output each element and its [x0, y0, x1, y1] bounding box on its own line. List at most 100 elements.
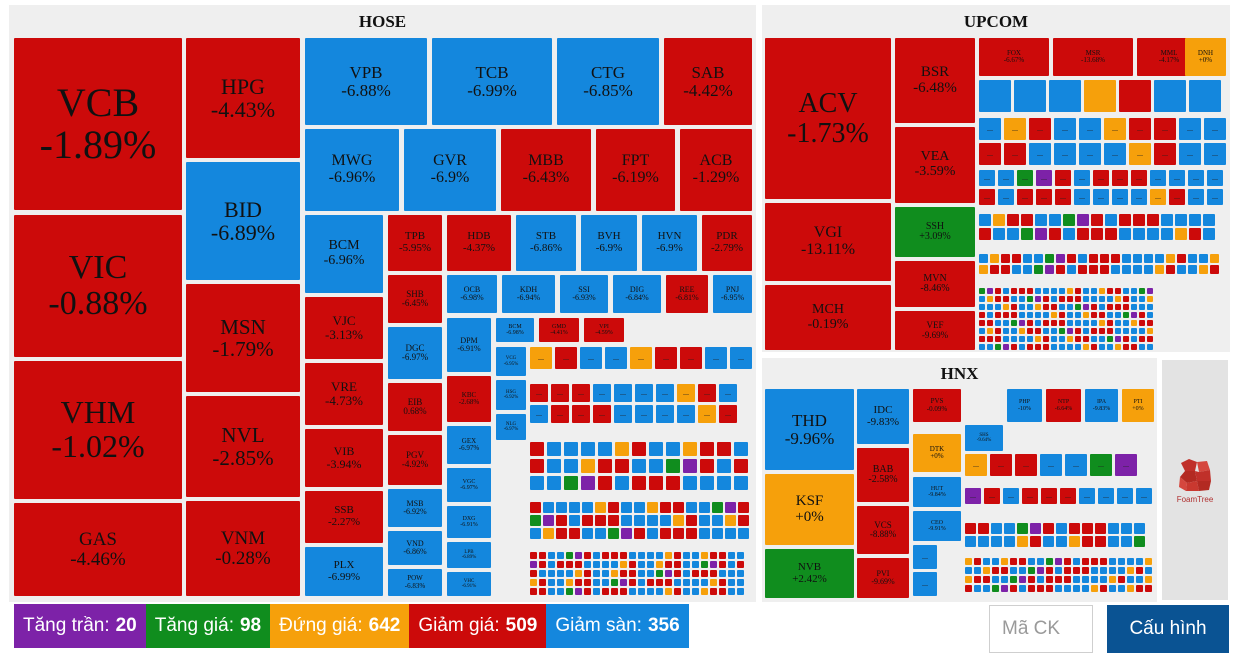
- stock-tile-small[interactable]: [660, 528, 671, 539]
- stock-tile-small[interactable]: ...: [656, 405, 674, 423]
- stock-tile-small[interactable]: [621, 502, 632, 513]
- stock-tile-small[interactable]: [1115, 304, 1121, 310]
- stock-tile-small[interactable]: [683, 552, 690, 559]
- stock-tile-small[interactable]: ...: [655, 347, 677, 369]
- stock-tile-small[interactable]: [995, 312, 1001, 318]
- stock-tile-small[interactable]: [737, 552, 744, 559]
- stock-tile-small[interactable]: [1139, 288, 1145, 294]
- stock-tile-small[interactable]: [1059, 312, 1065, 318]
- stock-tile-small[interactable]: [665, 570, 672, 577]
- stock-tile-small[interactable]: [660, 502, 671, 513]
- stock-tile-small[interactable]: ...: [1055, 189, 1071, 205]
- stock-tile-nvl[interactable]: NVL -2.85%: [186, 396, 300, 497]
- legend-item[interactable]: Giảm giá: 509: [409, 604, 547, 648]
- stock-tile-small[interactable]: ...: [1079, 118, 1101, 140]
- stock-tile-small[interactable]: ...: [1055, 170, 1071, 186]
- stock-tile-vib[interactable]: VIB -3.94%: [305, 429, 383, 487]
- stock-tile-small[interactable]: [979, 328, 985, 334]
- stock-tile-small[interactable]: [974, 567, 981, 574]
- stock-tile-small[interactable]: [692, 552, 699, 559]
- stock-tile-small[interactable]: [656, 561, 663, 568]
- stock-tile-small[interactable]: [1003, 296, 1009, 302]
- stock-tile-small[interactable]: [584, 561, 591, 568]
- stock-tile-small[interactable]: [1051, 336, 1057, 342]
- stock-tile-small[interactable]: [1075, 328, 1081, 334]
- stock-tile-small[interactable]: ...: [605, 347, 627, 369]
- stock-tile-small[interactable]: [1147, 336, 1153, 342]
- stock-tile-small[interactable]: [1004, 536, 1015, 547]
- stock-tile-small[interactable]: [1189, 80, 1221, 112]
- stock-tile-small[interactable]: [1056, 265, 1065, 274]
- stock-tile-small[interactable]: ...: [530, 405, 548, 423]
- stock-tile-small[interactable]: [1091, 558, 1098, 565]
- stock-tile-small[interactable]: [1210, 265, 1219, 274]
- stock-tile-small[interactable]: [1099, 320, 1105, 326]
- stock-tile-small[interactable]: [1145, 576, 1152, 583]
- stock-tile-ssb[interactable]: SSB -2.27%: [305, 491, 383, 543]
- stock-tile-small[interactable]: [1027, 344, 1033, 350]
- stock-tile-small[interactable]: [1030, 523, 1041, 534]
- stock-tile-small[interactable]: [582, 515, 593, 526]
- stock-tile-small[interactable]: [556, 515, 567, 526]
- stock-tile-bab[interactable]: BAB -2.58%: [857, 448, 909, 502]
- stock-tile-small[interactable]: [728, 561, 735, 568]
- stock-tile-small[interactable]: ...: [1022, 488, 1038, 504]
- stock-tile-small[interactable]: [1043, 523, 1054, 534]
- stock-tile-small[interactable]: [1115, 344, 1121, 350]
- stock-tile-small[interactable]: [1059, 296, 1065, 302]
- stock-tile-small[interactable]: [1007, 214, 1019, 226]
- stock-tile-small[interactable]: [638, 588, 645, 595]
- stock-tile-small[interactable]: [1119, 228, 1131, 240]
- stock-tile-small[interactable]: [1121, 523, 1132, 534]
- stock-tile-small[interactable]: [1131, 328, 1137, 334]
- stock-tile-small[interactable]: [615, 442, 629, 456]
- stock-tile-small[interactable]: ...: [1079, 488, 1095, 504]
- stock-tile-small[interactable]: [1107, 344, 1113, 350]
- stock-tile-small[interactable]: [1091, 576, 1098, 583]
- stock-tile-small[interactable]: [728, 579, 735, 586]
- stock-tile-small[interactable]: [1059, 288, 1065, 294]
- stock-tile-small[interactable]: [1067, 320, 1073, 326]
- stock-tile-small[interactable]: [987, 344, 993, 350]
- stock-tile-small[interactable]: [1091, 328, 1097, 334]
- stock-tile-ctg[interactable]: CTG -6.85%: [557, 38, 659, 125]
- stock-tile-small[interactable]: [611, 570, 618, 577]
- stock-tile-shs[interactable]: SHS -9.64%: [965, 425, 1003, 451]
- stock-tile-small[interactable]: [683, 570, 690, 577]
- stock-tile-small[interactable]: [686, 515, 697, 526]
- stock-tile-ceo[interactable]: CEO -9.91%: [913, 511, 961, 541]
- stock-tile-small[interactable]: [1028, 558, 1035, 565]
- stock-tile-small[interactable]: [1059, 344, 1065, 350]
- stock-tile-small[interactable]: [1177, 254, 1186, 263]
- stock-tile-small[interactable]: [1067, 328, 1073, 334]
- stock-tile-small[interactable]: [965, 585, 972, 592]
- stock-tile-small[interactable]: [1119, 214, 1131, 226]
- stock-tile-small[interactable]: [1035, 336, 1041, 342]
- stock-tile-small[interactable]: [647, 588, 654, 595]
- stock-tile-small[interactable]: [1037, 585, 1044, 592]
- stock-tile-small[interactable]: [1147, 320, 1153, 326]
- stock-tile-fpt[interactable]: FPT -6.19%: [596, 129, 675, 211]
- stock-tile-small[interactable]: [581, 459, 595, 473]
- stock-tile-small[interactable]: [710, 552, 717, 559]
- stock-tile-small[interactable]: [1078, 254, 1087, 263]
- stock-tile-small[interactable]: [725, 515, 736, 526]
- stock-tile-small[interactable]: ...: [965, 454, 987, 476]
- stock-tile-small[interactable]: [632, 442, 646, 456]
- stock-tile-small[interactable]: [557, 561, 564, 568]
- stock-tile-small[interactable]: ...: [1104, 143, 1126, 165]
- stock-tile-small[interactable]: [1099, 296, 1105, 302]
- stock-tile-small[interactable]: [1131, 312, 1137, 318]
- stock-tile-small[interactable]: [738, 515, 749, 526]
- stock-tile-small[interactable]: [1073, 567, 1080, 574]
- stock-tile-small[interactable]: [700, 476, 714, 490]
- stock-tile-small[interactable]: [1067, 265, 1076, 274]
- stock-tile-small[interactable]: [1001, 254, 1010, 263]
- stock-tile-small[interactable]: [993, 214, 1005, 226]
- stock-tile-small[interactable]: [1082, 523, 1093, 534]
- stock-tile-small[interactable]: ...: [1112, 170, 1128, 186]
- stock-tile-dxg[interactable]: DXG -6.91%: [447, 506, 491, 538]
- stock-tile-small[interactable]: [530, 588, 537, 595]
- stock-tile-small[interactable]: [1147, 288, 1153, 294]
- stock-tile-small[interactable]: [629, 588, 636, 595]
